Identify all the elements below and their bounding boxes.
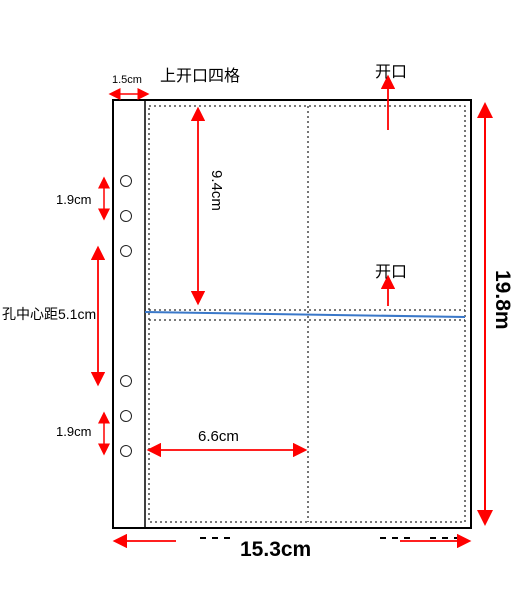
hole-1: [120, 175, 132, 187]
hole-2: [120, 210, 132, 222]
total-h-label: 19.8m: [490, 270, 514, 330]
blue-mid-line: [145, 312, 465, 317]
hole-3: [120, 245, 132, 257]
kaikou-mid-label: 开口: [375, 258, 407, 282]
outer-frame: [113, 100, 471, 528]
diagram-svg: [0, 0, 519, 593]
hole-5: [120, 410, 132, 422]
total-w-label: 15.3cm: [240, 538, 311, 562]
pocket-h-label: 9.4cm: [208, 170, 225, 211]
top-title-label: 上开口四格: [160, 62, 240, 86]
hole-gap-top-label: 1.9cm: [56, 192, 91, 207]
margin-left-label: 1.5cm: [112, 74, 142, 86]
pocket-w-label: 6.6cm: [198, 428, 239, 445]
inner-dotted-frame: [149, 106, 465, 522]
hole-6: [120, 445, 132, 457]
kaikou-top-label: 开口: [375, 58, 407, 82]
hole-gap-bottom-label: 1.9cm: [56, 424, 91, 439]
hole-4: [120, 375, 132, 387]
hole-center-label: 孔中心距5.1cm: [2, 304, 96, 324]
